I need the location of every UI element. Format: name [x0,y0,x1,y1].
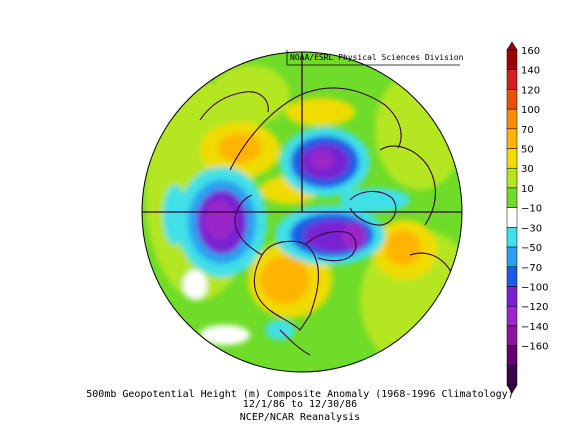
positive-anomaly-europe-core [385,230,421,266]
positive-anomaly-arctic [285,98,355,126]
colorbar-swatch [506,128,518,149]
colorbar-tick-label: 10 [521,184,534,195]
colorbar-tick-label: −10 [521,204,542,215]
positive-anomaly-western-north-america-core [260,256,310,304]
colorbar-tick-label: −120 [521,302,548,313]
colorbar-tick-label: 70 [521,125,534,136]
colorbar-arrow-top [506,41,518,51]
colorbar-arrow-bottom [506,384,518,394]
coastline-greenland [349,190,397,226]
colorbar-tick-label: 100 [521,105,540,116]
negative-anomaly-arctic-siberia-core [310,150,334,170]
colorbar-swatch [506,167,518,189]
colorbar-swatch [506,345,518,366]
colorbar-swatch [506,325,518,346]
anomaly-contour [163,185,187,245]
coastline-central-america [279,329,311,356]
colorbar-swatch [506,49,518,70]
colorbar-swatch [506,266,518,287]
colorbar-tick-label: 120 [521,85,540,96]
colorbar-swatch [506,246,518,268]
colorbar-tick-label: −30 [521,223,542,234]
anomaly-contour [340,188,410,212]
colorbar-swatch [506,207,518,228]
coastline-europe [379,145,436,226]
anomaly-contour [183,270,207,300]
anomaly-contour [210,65,290,125]
caption-source: NCEP/NCAR Reanalysis [239,412,361,423]
colorbar-swatch [506,89,518,110]
colorbar-tick-label: −160 [521,342,548,353]
colorbar-swatch [506,187,518,208]
map-outline [141,51,463,373]
positive-anomaly-east-asia-core [218,133,262,163]
colorbar-swatch [506,365,518,386]
coastline-east-asia [199,91,269,121]
anomaly-contour [375,70,462,190]
colorbar: 160 140 120 100 70 50 30 10 −10 −30 −50 −70 −100 −120… [506,41,548,394]
anomaly-field [142,52,462,372]
caption-dates: 12/1/86 to 12/30/86 [242,399,358,410]
anomaly-contour [200,325,250,345]
colorbar-swatch [506,286,518,307]
colorbar-tick-label: −140 [521,322,548,333]
colorbar-tick-label: −70 [521,263,542,274]
credit-text: NOAA/ESRL Physical Sciences Division [290,53,464,62]
negative-anomaly-hudson-bay-core [342,222,366,250]
colorbar-swatch [506,69,518,90]
colorbar-tick-label: −100 [521,282,548,293]
colorbar-tick-label: −50 [521,243,542,254]
coastline-asia [229,87,402,171]
coastline-alaska [234,194,263,256]
colorbar-swatch [506,108,518,130]
coastline-north-america [253,240,319,331]
colorbar-tick-label: 160 [521,46,540,57]
colorbar-swatch [506,305,518,327]
coastline-hudson-bay [304,231,357,262]
colorbar-tick-label: 50 [521,145,534,156]
caption-title: 500mb Geopotential Height (m) Composite … [86,389,514,400]
colorbar-tick-label: 140 [521,66,540,77]
colorbar-swatch [506,148,518,169]
colorbar-swatch [506,227,518,248]
colorbar-tick-label: 30 [521,164,534,175]
negative-anomaly-north-pacific-core [205,200,235,240]
